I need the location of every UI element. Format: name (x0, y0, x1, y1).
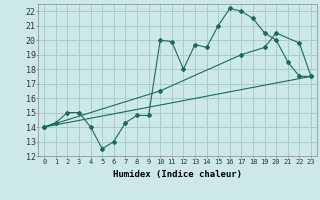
X-axis label: Humidex (Indice chaleur): Humidex (Indice chaleur) (113, 170, 242, 179)
